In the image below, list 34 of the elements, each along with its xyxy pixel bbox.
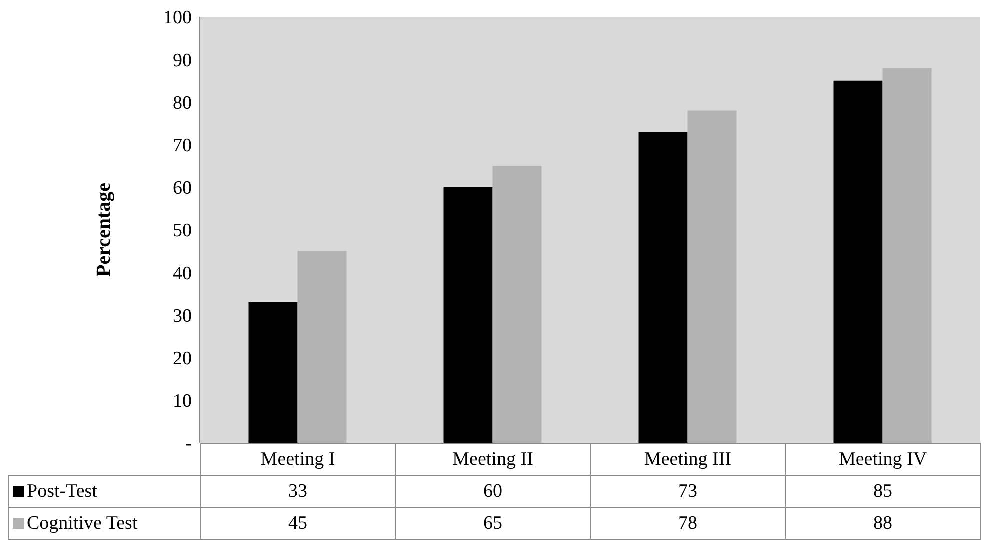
y-tick-label: 80 — [173, 92, 192, 114]
x-tick-label: Meeting I — [200, 444, 396, 476]
x-tick-label: Meeting III — [590, 444, 786, 476]
data-label: 85 — [786, 476, 980, 508]
data-label: 65 — [396, 508, 590, 540]
data-label: 33 — [200, 476, 396, 508]
data-label: 78 — [590, 508, 786, 540]
y-axis-title: Percentage — [93, 182, 115, 278]
y-tick-label: 10 — [173, 391, 192, 412]
x-tick-label: Meeting IV — [786, 444, 980, 476]
bar — [444, 187, 493, 443]
y-tick-label: - — [186, 434, 192, 455]
bar — [834, 80, 883, 443]
y-tick-label: 90 — [173, 50, 192, 72]
y-tick-label: 50 — [173, 220, 192, 242]
y-tick-label: 100 — [164, 8, 192, 29]
y-tick-label: 60 — [173, 178, 192, 200]
y-tick-label: 70 — [173, 136, 192, 157]
y-tick-label: 40 — [173, 263, 192, 284]
data-label: 60 — [396, 476, 590, 508]
y-tick-label: 20 — [173, 348, 192, 370]
data-label: 88 — [786, 508, 980, 540]
y-tick-label: 30 — [173, 306, 192, 327]
legend-label: Cognitive Test — [8, 508, 200, 540]
bar — [298, 251, 347, 443]
bar — [492, 166, 542, 443]
bar — [882, 68, 932, 443]
bar — [248, 302, 298, 443]
x-tick-label: Meeting II — [396, 444, 590, 476]
data-label: 73 — [590, 476, 786, 508]
bar — [688, 110, 737, 443]
legend-label: Post-Test — [8, 476, 200, 508]
data-label: 45 — [200, 508, 396, 540]
bar — [638, 132, 688, 443]
